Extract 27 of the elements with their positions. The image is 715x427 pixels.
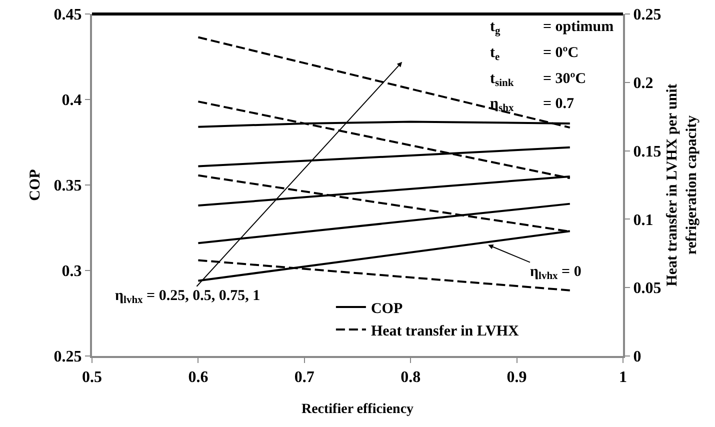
x-tick-label: 0.7	[294, 369, 314, 386]
y2-tick-label: 0	[633, 348, 642, 366]
y2-tick-label: 0.25	[633, 6, 662, 24]
y2-tick-label: 0.15	[633, 143, 662, 160]
text: t$_{g}$ = optimum	[490, 19, 614, 38]
x-tick-label: 0.5	[82, 369, 102, 386]
y-axis-title: COP	[28, 169, 44, 201]
x-tick-label: 0.8	[400, 369, 421, 386]
legend-label: COP	[370, 300, 403, 317]
text: t$_{sink}$ = 30ºC	[490, 71, 586, 90]
x-tick-label: 0.6	[188, 369, 208, 386]
x-tick-label: 1	[619, 369, 627, 386]
y-tick-label: 0.35	[54, 178, 82, 195]
text: t$_{e}$ = 0ºC	[490, 45, 579, 64]
annotation: η$_{lvhx}$ = 0	[530, 264, 582, 282]
annotation: η$_{lvhx}$ = 0.25, 0.5, 0.75, 1	[115, 288, 260, 306]
y2-axis-title: Heat transfer in LVHX per unit refrigeration capacity	[664, 84, 700, 286]
legend-label: Heat transfer in LVHX	[370, 323, 520, 340]
x-axis-title: Rectifier efficiency	[301, 402, 414, 417]
y2-tick-label: 0.05	[633, 280, 662, 298]
y-tick-label: 0.25	[54, 348, 82, 366]
y-tick-label: 0.3	[62, 263, 82, 280]
y-tick-label: 0.45	[54, 6, 82, 24]
x-tick-label: 0.9	[506, 369, 527, 386]
y2-tick-label: 0.1	[633, 212, 654, 229]
y2-tick-label: 0.2	[633, 75, 654, 92]
y-tick-label: 0.4	[62, 92, 82, 110]
